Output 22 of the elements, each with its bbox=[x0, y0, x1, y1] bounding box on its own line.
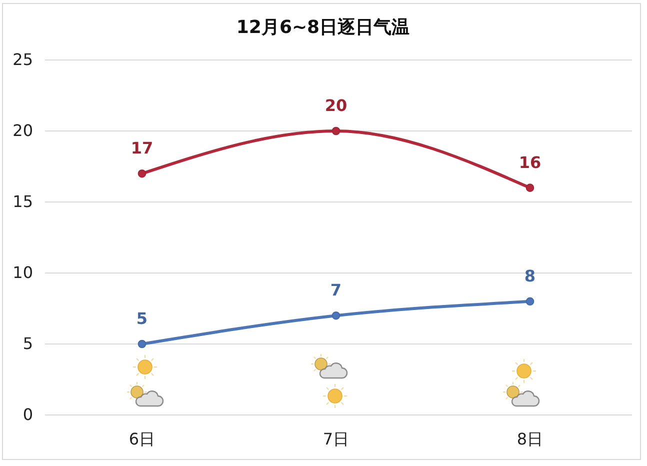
data-label: 5 bbox=[136, 309, 148, 328]
y-tick-label: 20 bbox=[12, 121, 33, 140]
data-label: 7 bbox=[330, 280, 342, 300]
x-tick-label: 8日 bbox=[516, 429, 544, 448]
point bbox=[526, 297, 534, 306]
y-tick-label: 5 bbox=[22, 334, 33, 354]
point bbox=[138, 340, 146, 348]
data-label: 17 bbox=[130, 138, 154, 158]
chart-title: 12月6~8日逐日气温 bbox=[236, 17, 410, 38]
y-tick-label: 0 bbox=[22, 405, 33, 424]
point bbox=[526, 184, 534, 192]
point bbox=[332, 311, 340, 320]
x-tick-label: 7日 bbox=[322, 429, 350, 448]
point bbox=[138, 169, 146, 178]
point bbox=[332, 126, 340, 136]
x-tick-label: 6日 bbox=[128, 429, 156, 448]
data-label: 20 bbox=[324, 96, 348, 115]
y-tick-label: 15 bbox=[12, 192, 33, 212]
data-label: 8 bbox=[524, 266, 536, 286]
y-tick-label: 10 bbox=[12, 263, 33, 282]
y-tick-label: 25 bbox=[12, 50, 33, 70]
data-label: 16 bbox=[518, 152, 542, 172]
